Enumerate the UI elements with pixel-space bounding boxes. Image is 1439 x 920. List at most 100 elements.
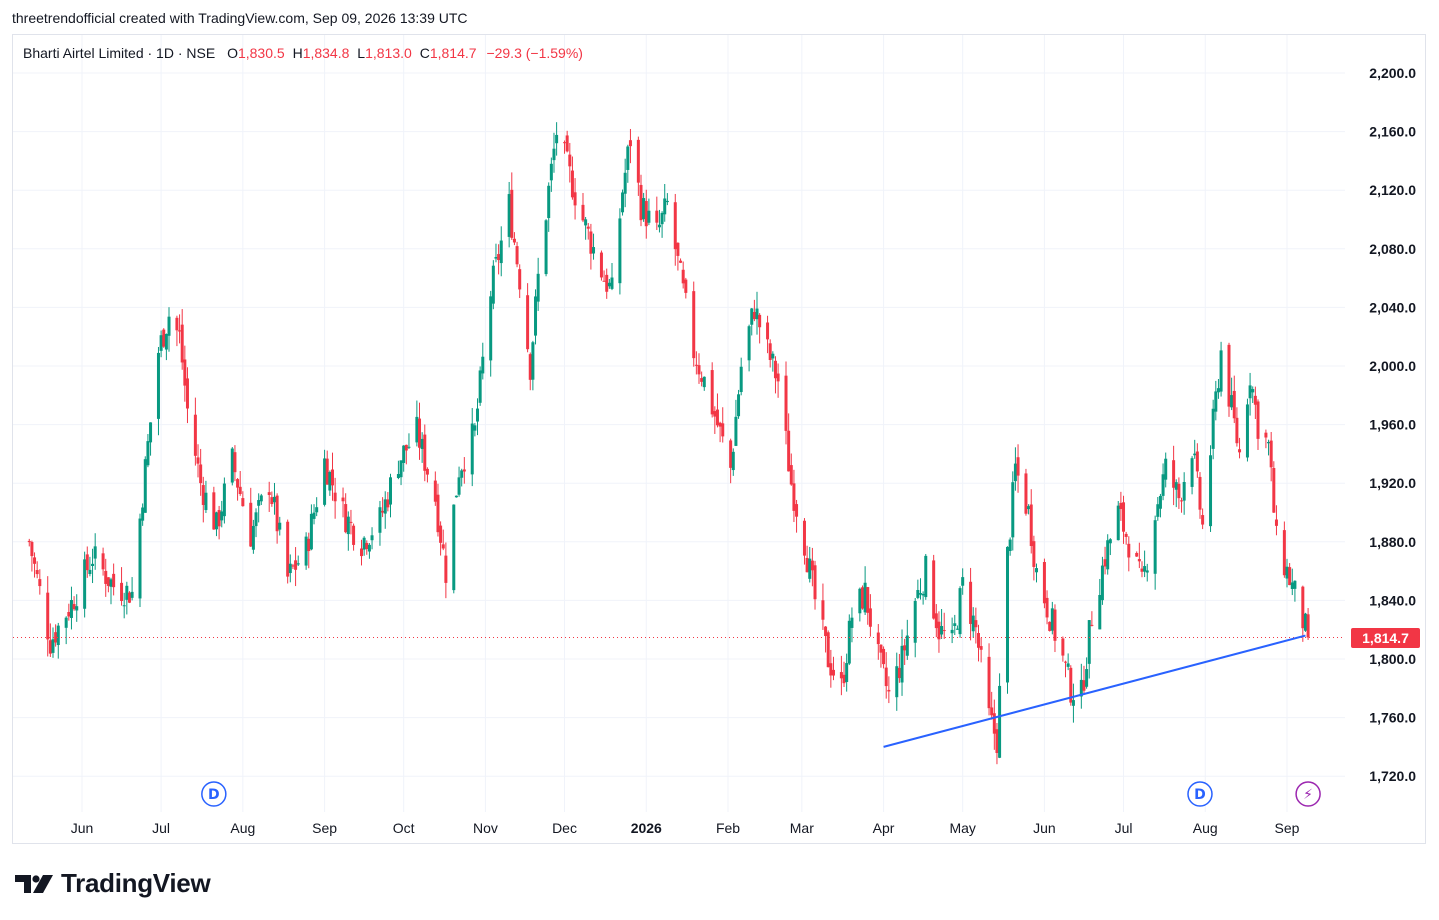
- symbol-legend: Bharti Airtel Limited · 1D · NSE O1,830.…: [23, 45, 583, 61]
- candle-body: [868, 608, 872, 627]
- candle-body: [1137, 559, 1141, 562]
- candle-body: [821, 600, 825, 620]
- candle-body: [35, 570, 39, 575]
- candle-body: [684, 279, 688, 293]
- candle-body: [27, 540, 31, 543]
- candle-body: [768, 343, 772, 360]
- candle-body: [916, 589, 920, 598]
- candle-body: [858, 588, 862, 614]
- candle-body: [792, 483, 796, 511]
- x-tick-label: Apr: [873, 820, 895, 836]
- tradingview-brand[interactable]: TradingView: [15, 868, 211, 899]
- candle-body: [1227, 344, 1231, 407]
- earnings-event-icon[interactable]: ⚡: [1295, 781, 1321, 807]
- candle-body: [974, 620, 978, 628]
- chart-caption: threetrendofficial created with TradingV…: [12, 10, 468, 26]
- candle-body: [771, 353, 775, 359]
- candle-body: [694, 364, 698, 366]
- candle-body: [592, 247, 596, 254]
- candle-body: [93, 546, 97, 559]
- x-tick-label: Feb: [716, 820, 740, 836]
- candle-body: [399, 460, 403, 478]
- candle-body: [352, 525, 356, 545]
- candle-body: [773, 360, 777, 379]
- candle-body: [404, 444, 408, 451]
- high-label: H: [292, 45, 303, 61]
- candle-body: [1214, 391, 1218, 412]
- candle-body: [1135, 552, 1139, 557]
- candle-body: [1177, 483, 1181, 499]
- event-circle: [201, 781, 227, 807]
- candle-body: [721, 423, 725, 437]
- x-tick-label: Aug: [1193, 820, 1218, 836]
- candle-body: [1100, 565, 1104, 601]
- brand-name: TradingView: [61, 868, 211, 898]
- candle-body: [676, 242, 680, 256]
- y-tick-label: 2,080.0: [1369, 241, 1416, 257]
- candle-body: [990, 707, 994, 716]
- candle-body: [618, 218, 622, 284]
- candle-body: [934, 613, 938, 629]
- y-tick-label: 1,840.0: [1369, 592, 1416, 608]
- candle-body: [1029, 504, 1033, 547]
- candle-body: [196, 457, 200, 464]
- x-tick-label: Jun: [71, 820, 94, 836]
- x-tick-label: Jun: [1033, 820, 1056, 836]
- candle-body: [370, 535, 374, 541]
- candle-body: [85, 554, 89, 571]
- candle-body: [333, 492, 337, 502]
- candle-body: [1143, 566, 1147, 572]
- candle-body: [584, 219, 588, 226]
- candle-body: [784, 375, 788, 431]
- low-value: 1,813.0: [365, 45, 412, 61]
- candle-body: [178, 330, 182, 332]
- candle-body: [534, 296, 538, 336]
- candle-body: [1106, 540, 1110, 570]
- candle-body: [1008, 539, 1012, 552]
- candle-body: [402, 445, 406, 463]
- candle-body: [454, 495, 458, 498]
- candle-body: [570, 170, 574, 198]
- candle-body: [33, 557, 37, 564]
- candle-body: [679, 260, 683, 263]
- candle-body: [1042, 562, 1046, 604]
- candle-body: [88, 569, 92, 574]
- candle-body: [528, 354, 532, 380]
- candle-body: [1269, 440, 1273, 468]
- y-tick-label: 1,720.0: [1369, 768, 1416, 784]
- x-tick-label: Dec: [552, 820, 577, 836]
- candle-body: [510, 189, 514, 238]
- candle-body: [51, 639, 55, 653]
- candle-body: [758, 314, 762, 328]
- candle-body: [1290, 582, 1294, 589]
- candle-body: [436, 494, 440, 533]
- candle-body: [642, 198, 646, 220]
- candle-body: [236, 479, 240, 488]
- candle-body: [1116, 505, 1120, 541]
- y-tick-label: 1,960.0: [1369, 417, 1416, 433]
- candle-body: [1219, 350, 1223, 392]
- chart-frame[interactable]: [12, 34, 1426, 844]
- candle-body: [312, 512, 316, 519]
- candle-body: [241, 498, 245, 507]
- dividend-event-icon[interactable]: D: [1187, 781, 1213, 807]
- candle-body: [104, 570, 108, 584]
- candle-body: [924, 555, 928, 598]
- candle-body: [573, 192, 577, 206]
- candle-body: [531, 342, 535, 380]
- candle-body: [1211, 408, 1215, 449]
- candle-body: [346, 516, 350, 535]
- candle-body: [222, 483, 226, 517]
- candle-body: [167, 316, 171, 336]
- candle-body: [1156, 504, 1160, 517]
- candle-body: [921, 593, 925, 596]
- candle-body: [185, 378, 189, 409]
- candle-body: [1158, 495, 1162, 509]
- candle-body: [1087, 620, 1091, 664]
- candle-body: [950, 629, 954, 634]
- dividend-event-icon[interactable]: D: [201, 781, 227, 807]
- candle-body: [526, 295, 530, 350]
- candle-body: [1195, 451, 1199, 472]
- candle-body: [992, 713, 996, 734]
